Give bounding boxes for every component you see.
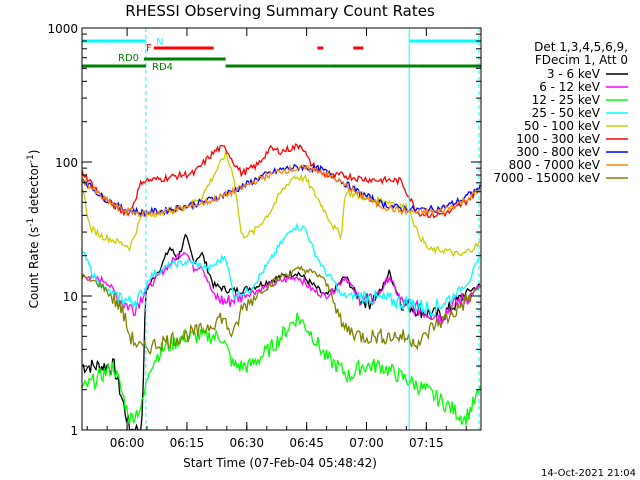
x-tick-label: 07:15 bbox=[409, 436, 444, 450]
legend-label-7000-15000-kev: 7000 - 15000 keV bbox=[493, 171, 600, 185]
x-tick-label: 06:00 bbox=[110, 436, 145, 450]
y-axis-label: Count Rate (s-1 detector-1) bbox=[26, 150, 41, 309]
y-tick-label: 100 bbox=[55, 156, 78, 170]
legend-header: Det 1,3,4,5,6,9, bbox=[534, 40, 628, 54]
legend-label-300-800-kev: 300 - 800 keV bbox=[516, 145, 600, 159]
x-tick-label: 06:45 bbox=[289, 436, 324, 450]
x-tick-label: 06:15 bbox=[170, 436, 205, 450]
x-tick-label: 06:30 bbox=[229, 436, 264, 450]
y-tick-label: 10 bbox=[63, 290, 78, 304]
y-tick-label: 1 bbox=[70, 424, 78, 438]
series-line-50-100-kev bbox=[82, 151, 480, 256]
legend-label-50-100-kev: 50 - 100 keV bbox=[524, 119, 601, 133]
legend-label-100-300-kev: 100 - 300 keV bbox=[516, 132, 600, 146]
annotation-layer: NF RD0 RD4 bbox=[82, 28, 481, 430]
rhessi-count-rate-chart: RHESSI Observing Summary Count Rates NFR… bbox=[0, 0, 640, 480]
series-line-300-800-kev bbox=[82, 165, 480, 216]
x-axis-label: Start Time (07-Feb-04 05:48:42) bbox=[183, 456, 377, 470]
legend-label-25-50-kev: 25 - 50 keV bbox=[532, 106, 601, 120]
annotation-label-rd0: RD0 bbox=[118, 53, 139, 64]
legend-header: FDecim 1, Att 0 bbox=[535, 53, 628, 67]
plot-frame bbox=[82, 28, 481, 430]
axis-layer: 1 10 100 1000 06:00 06:15 06:30 06:45 07:00 07:15 bbox=[47, 22, 481, 450]
legend-label-800-7000-kev: 800 - 7000 keV bbox=[509, 158, 601, 172]
y-tick-label: 1000 bbox=[47, 22, 78, 36]
series-line-100-300-kev bbox=[82, 144, 480, 217]
x-tick-label: 07:00 bbox=[349, 436, 384, 450]
timestamp: 14-Oct-2021 21:04 bbox=[541, 468, 636, 479]
annotation-label-f: F bbox=[146, 43, 152, 54]
series-layer bbox=[82, 144, 480, 430]
legend-label-6-12-kev: 6 - 12 keV bbox=[539, 80, 601, 94]
annotation-label-n: N bbox=[156, 37, 163, 48]
legend-label-12-25-kev: 12 - 25 keV bbox=[532, 93, 601, 107]
annotation-label-rd4: RD4 bbox=[152, 62, 173, 73]
legend: Det 1,3,4,5,6,9,FDecim 1, Att 03 - 6 keV… bbox=[493, 40, 628, 185]
legend-label-3-6-kev: 3 - 6 keV bbox=[547, 67, 601, 81]
chart-title: RHESSI Observing Summary Count Rates bbox=[125, 2, 435, 20]
